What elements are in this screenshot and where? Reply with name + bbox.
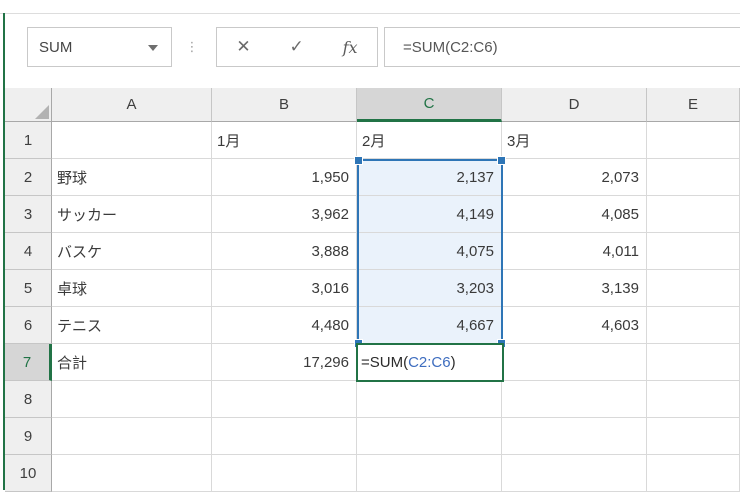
cell-d1[interactable]: 3月 bbox=[502, 122, 647, 159]
cell-c4[interactable]: 4,075 bbox=[357, 233, 502, 270]
cell-e9[interactable] bbox=[647, 418, 740, 455]
cell-e2[interactable] bbox=[647, 159, 740, 196]
cell-a4[interactable]: バスケ bbox=[52, 233, 212, 270]
cell-e7[interactable] bbox=[647, 344, 740, 381]
sheet-row-5: 5 卓球 3,016 3,203 3,139 bbox=[5, 270, 740, 307]
cell-e8[interactable] bbox=[647, 381, 740, 418]
cell-d2[interactable]: 2,073 bbox=[502, 159, 647, 196]
cell-b5[interactable]: 3,016 bbox=[212, 270, 357, 307]
cell-b6[interactable]: 4,480 bbox=[212, 307, 357, 344]
cell-a9[interactable] bbox=[52, 418, 212, 455]
chevron-down-icon[interactable] bbox=[148, 45, 158, 51]
cell-b8[interactable] bbox=[212, 381, 357, 418]
column-header-b[interactable]: B bbox=[212, 88, 357, 122]
ribbon-bottom-divider bbox=[0, 13, 740, 14]
row-header-8[interactable]: 8 bbox=[5, 381, 52, 418]
window-left-edge bbox=[3, 13, 5, 490]
cell-d6[interactable]: 4,603 bbox=[502, 307, 647, 344]
select-all-triangle-icon bbox=[35, 105, 49, 119]
cell-d5[interactable]: 3,139 bbox=[502, 270, 647, 307]
sheet-row-10: 10 bbox=[5, 455, 740, 492]
cell-a1[interactable] bbox=[52, 122, 212, 159]
cell-b4[interactable]: 3,888 bbox=[212, 233, 357, 270]
formula-range-reference: C2:C6 bbox=[408, 354, 451, 371]
row-header-10[interactable]: 10 bbox=[5, 455, 52, 492]
cell-a8[interactable] bbox=[52, 381, 212, 418]
sheet-row-9: 9 bbox=[5, 418, 740, 455]
cell-a6[interactable]: テニス bbox=[52, 307, 212, 344]
row-header-6[interactable]: 6 bbox=[5, 307, 52, 344]
row-header-3[interactable]: 3 bbox=[5, 196, 52, 233]
formula-bar-input[interactable]: =SUM(C2:C6) bbox=[384, 27, 740, 67]
row-header-9[interactable]: 9 bbox=[5, 418, 52, 455]
cell-a7[interactable]: 合計 bbox=[52, 344, 212, 381]
column-header-c[interactable]: C bbox=[357, 88, 502, 122]
cell-b2[interactable]: 1,950 bbox=[212, 159, 357, 196]
cell-a3[interactable]: サッカー bbox=[52, 196, 212, 233]
formula-prefix: =SUM( bbox=[361, 354, 409, 371]
cell-e3[interactable] bbox=[647, 196, 740, 233]
sheet-row-1: 1 1月 2月 3月 bbox=[5, 122, 740, 159]
enter-icon[interactable]: ✓ bbox=[289, 37, 304, 56]
cell-e4[interactable] bbox=[647, 233, 740, 270]
cell-d8[interactable] bbox=[502, 381, 647, 418]
cell-b10[interactable] bbox=[212, 455, 357, 492]
formula-bar-text: =SUM(C2:C6) bbox=[403, 38, 498, 56]
cell-d9[interactable] bbox=[502, 418, 647, 455]
sheet-row-2: 2 野球 1,950 2,137 2,073 bbox=[5, 159, 740, 196]
sheet-row-4: 4 バスケ 3,888 4,075 4,011 bbox=[5, 233, 740, 270]
cell-d10[interactable] bbox=[502, 455, 647, 492]
cell-a10[interactable] bbox=[52, 455, 212, 492]
column-header-a[interactable]: A bbox=[52, 88, 212, 122]
cell-d7[interactable] bbox=[502, 344, 647, 381]
cell-b1[interactable]: 1月 bbox=[212, 122, 357, 159]
cell-c6[interactable]: 4,667 bbox=[357, 307, 502, 344]
cell-e6[interactable] bbox=[647, 307, 740, 344]
cell-c9[interactable] bbox=[357, 418, 502, 455]
insert-function-icon[interactable]: fx bbox=[342, 37, 358, 57]
cell-c5[interactable]: 3,203 bbox=[357, 270, 502, 307]
cell-b9[interactable] bbox=[212, 418, 357, 455]
sheet-row-3: 3 サッカー 3,962 4,149 4,085 bbox=[5, 196, 740, 233]
cell-e1[interactable] bbox=[647, 122, 740, 159]
sheet-row-8: 8 bbox=[5, 381, 740, 418]
cell-d4[interactable]: 4,011 bbox=[502, 233, 647, 270]
cell-d3[interactable]: 4,085 bbox=[502, 196, 647, 233]
spreadsheet-grid: A B C D E 1 1月 2月 3月 2 野球 1,950 2,137 2,073 3 サッカー 3,962… bbox=[5, 88, 740, 492]
row-header-7[interactable]: 7 bbox=[5, 344, 52, 381]
cell-c2[interactable]: 2,137 bbox=[357, 159, 502, 196]
row-header-5[interactable]: 5 bbox=[5, 270, 52, 307]
cancel-icon[interactable]: ✕ bbox=[236, 37, 251, 56]
cell-b3[interactable]: 3,962 bbox=[212, 196, 357, 233]
sheet-row-6: 6 テニス 4,480 4,667 4,603 bbox=[5, 307, 740, 344]
row-header-2[interactable]: 2 bbox=[5, 159, 52, 196]
formula-bar-buttons: ✕ ✓ fx bbox=[216, 27, 378, 67]
cell-c8[interactable] bbox=[357, 381, 502, 418]
cell-b7[interactable]: 17,296 bbox=[212, 344, 357, 381]
cell-c10[interactable] bbox=[357, 455, 502, 492]
select-all-button[interactable] bbox=[5, 88, 52, 122]
row-header-4[interactable]: 4 bbox=[5, 233, 52, 270]
formula-suffix: ) bbox=[450, 354, 456, 371]
formula-bar-separator-dots: ⋮ bbox=[185, 39, 199, 54]
cell-a2[interactable]: 野球 bbox=[52, 159, 212, 196]
column-header-e[interactable]: E bbox=[647, 88, 740, 122]
name-box-value: SUM bbox=[39, 38, 73, 56]
cell-c3[interactable]: 4,149 bbox=[357, 196, 502, 233]
row-header-1[interactable]: 1 bbox=[5, 122, 52, 159]
cell-a5[interactable]: 卓球 bbox=[52, 270, 212, 307]
name-box[interactable]: SUM bbox=[27, 27, 172, 67]
cell-c1[interactable]: 2月 bbox=[357, 122, 502, 159]
cell-e5[interactable] bbox=[647, 270, 740, 307]
cell-e10[interactable] bbox=[647, 455, 740, 492]
column-header-d[interactable]: D bbox=[502, 88, 647, 122]
active-cell-editor[interactable]: =SUM( C2:C6 ) bbox=[356, 343, 504, 382]
